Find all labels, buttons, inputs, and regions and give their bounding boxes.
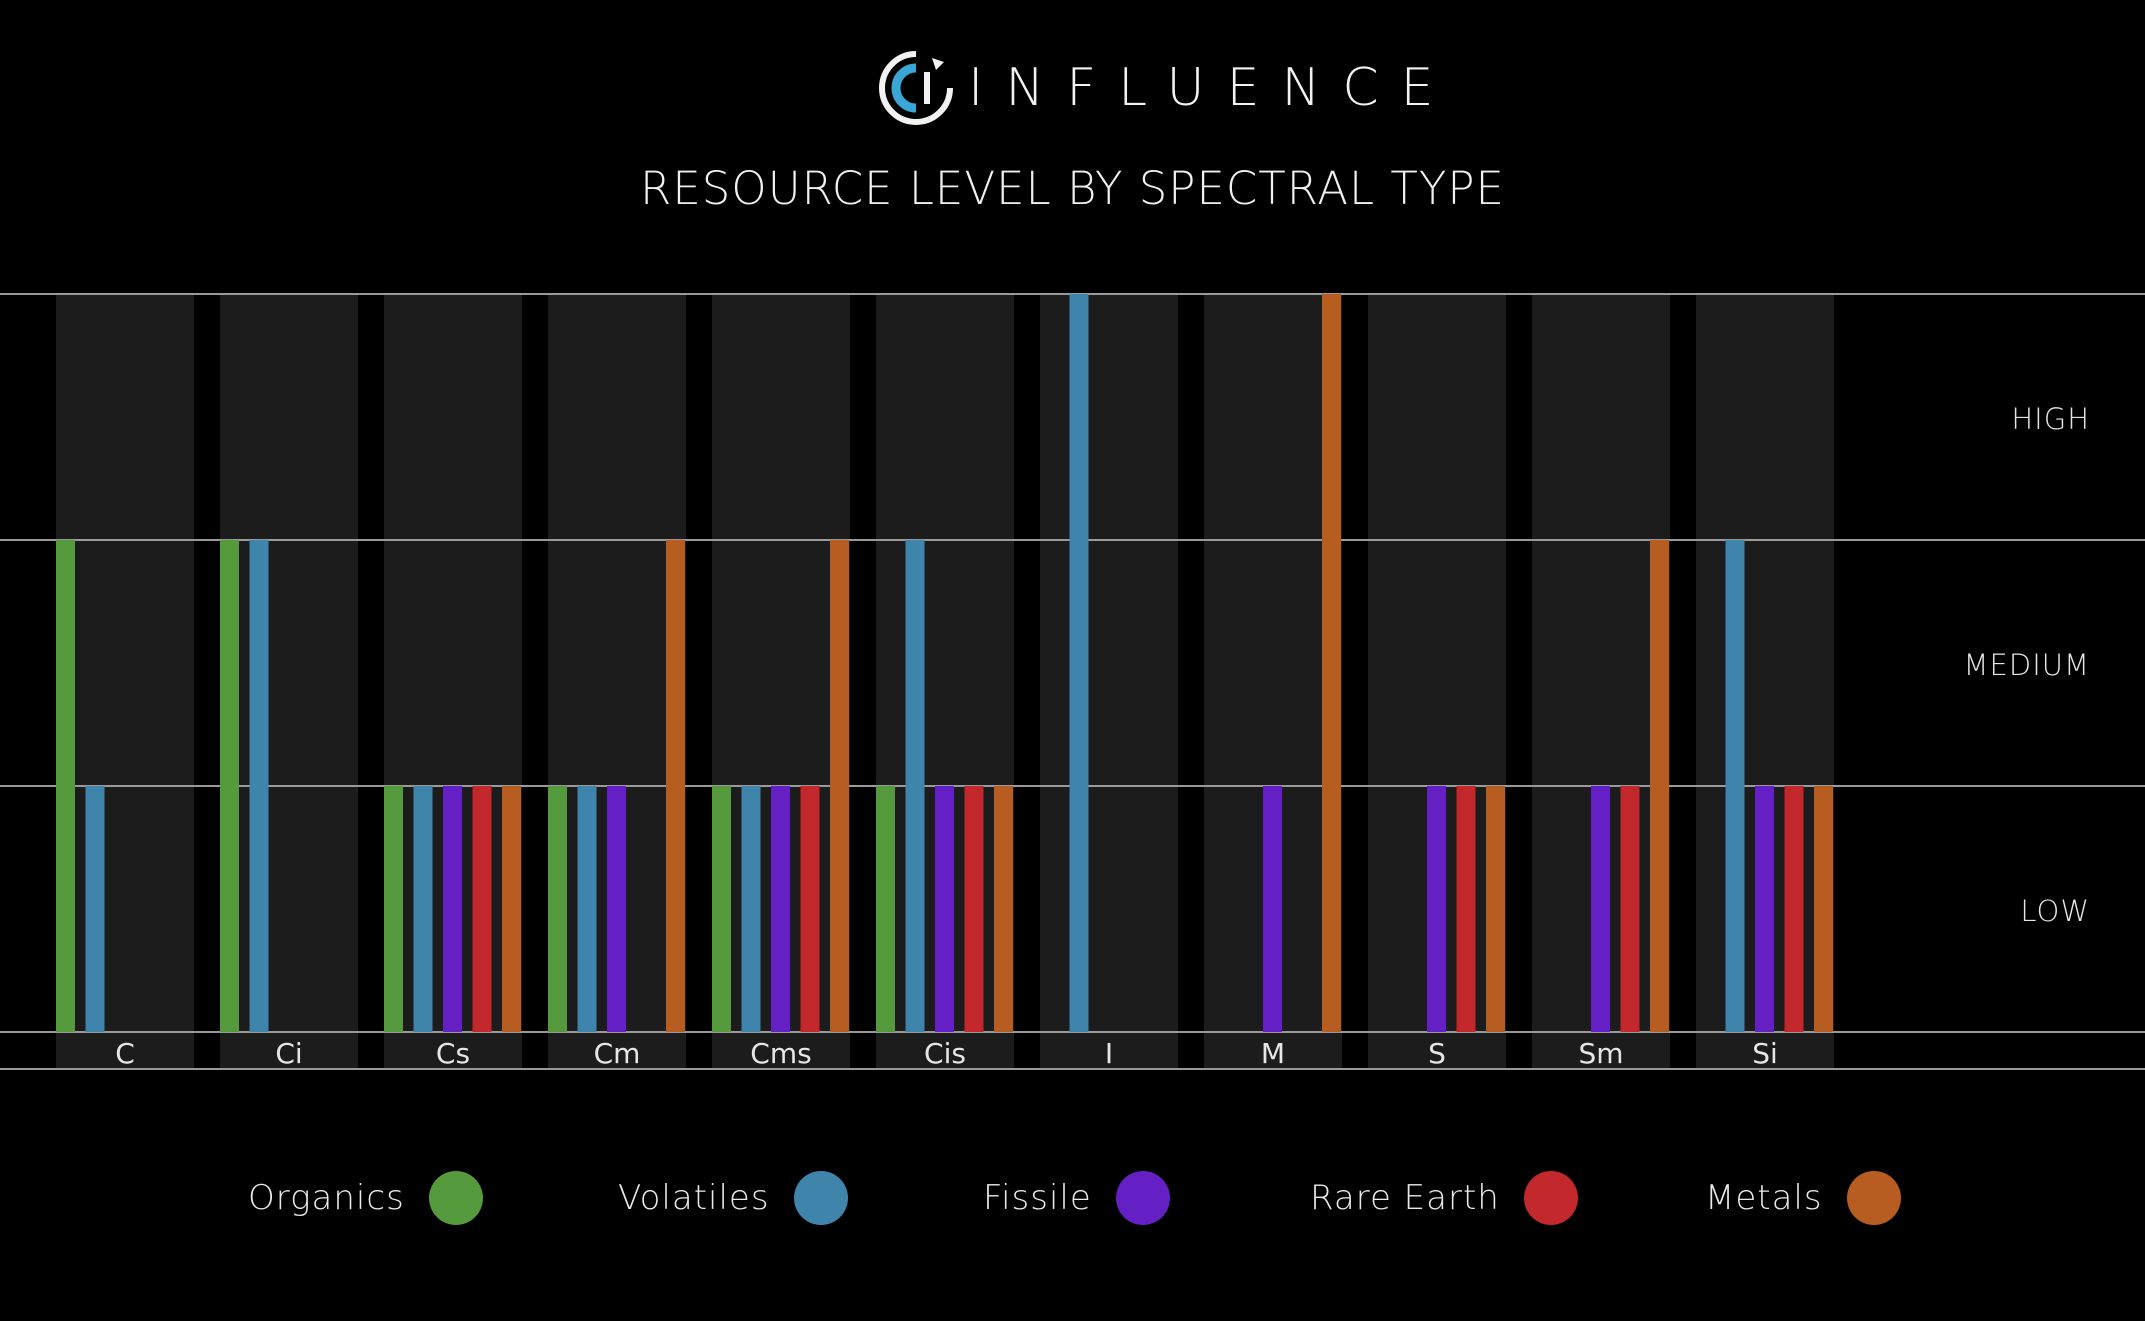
bar-organics-cm [548,786,567,1032]
bar-fissile-cms [771,786,790,1032]
category-column [220,294,358,1069]
bar-organics-cms [712,786,731,1032]
brand-name: INFLUENCE [968,58,1456,118]
bar-organics-c [56,540,75,1032]
legend-swatch [793,1171,848,1225]
legend-item-fissile: Fissile [983,1163,1170,1233]
category-label: Si [1752,1037,1778,1070]
category-label: Sm [1578,1037,1623,1070]
legend-item-rare-earth: Rare Earth [1310,1163,1578,1233]
bar-organics-cis [876,786,895,1032]
legend-label: Fissile [983,1178,1092,1218]
legend-swatch [1523,1171,1578,1225]
bar-organics-cs [384,786,403,1032]
bar-rare-earth-cms [800,786,820,1032]
legend-label: Rare Earth [1310,1178,1500,1218]
category-label: M [1261,1037,1285,1070]
bar-fissile-s [1427,786,1446,1032]
influence-logo: INFLUENCE [876,48,1434,128]
legend-swatch [1115,1171,1170,1225]
bar-volatiles-i [1069,294,1089,1032]
legend-swatch [428,1171,483,1225]
bar-rare-earth-cis [964,786,984,1032]
bar-metals-cms [830,540,849,1032]
bar-metals-sm [1650,540,1669,1032]
bar-rare-earth-s [1456,786,1476,1032]
category-label: C [115,1037,135,1070]
bar-rare-earth-si [1784,786,1804,1032]
bar-metals-cis [994,786,1013,1032]
chart-title: RESOURCE LEVEL BY SPECTRAL TYPE [640,162,1505,215]
influence-logo-icon [879,51,953,125]
bar-metals-cs [502,786,521,1032]
legend-item-organics: Organics [248,1163,483,1233]
category-label: Cs [436,1037,470,1070]
bar-rare-earth-sm [1620,786,1640,1032]
legend: Organics Volatiles Fissile Rare Earth Metals [0,1163,2145,1233]
bar-fissile-cm [607,786,626,1032]
bar-metals-si [1814,786,1833,1032]
bar-volatiles-si [1725,540,1745,1032]
bar-volatiles-cis [905,540,925,1032]
bar-volatiles-cm [577,786,597,1032]
category-label: I [1105,1037,1113,1070]
bar-rare-earth-cs [472,786,492,1032]
bar-volatiles-c [85,786,105,1032]
bar-fissile-m [1263,786,1282,1032]
bar-metals-m [1322,294,1341,1032]
category-label: Ci [275,1037,302,1070]
level-label: LOW [2020,894,2090,928]
legend-label: Metals [1705,1178,1823,1218]
legend-item-metals: Metals [1705,1163,1901,1233]
bar-fissile-cs [443,786,462,1032]
bar-volatiles-cms [741,786,761,1032]
bar-volatiles-cs [413,786,433,1032]
bar-fissile-si [1755,786,1774,1032]
legend-label: Organics [248,1178,405,1218]
category-label: Cm [594,1037,641,1070]
bar-metals-cm [666,540,685,1032]
category-label: S [1428,1037,1446,1070]
legend-swatch [1846,1171,1901,1225]
category-label: Cms [750,1037,811,1070]
bar-fissile-sm [1591,786,1610,1032]
legend-item-volatiles: Volatiles [618,1163,848,1233]
bar-volatiles-ci [249,540,269,1032]
bar-fissile-cis [935,786,954,1032]
bar-organics-ci [220,540,239,1032]
legend-label: Volatiles [618,1178,770,1218]
category-column [56,294,194,1069]
bar-metals-s [1486,786,1505,1032]
category-column [1040,294,1178,1069]
category-label: Cis [924,1037,966,1070]
level-label: HIGH [2011,402,2090,436]
level-label: MEDIUM [1964,648,2090,682]
